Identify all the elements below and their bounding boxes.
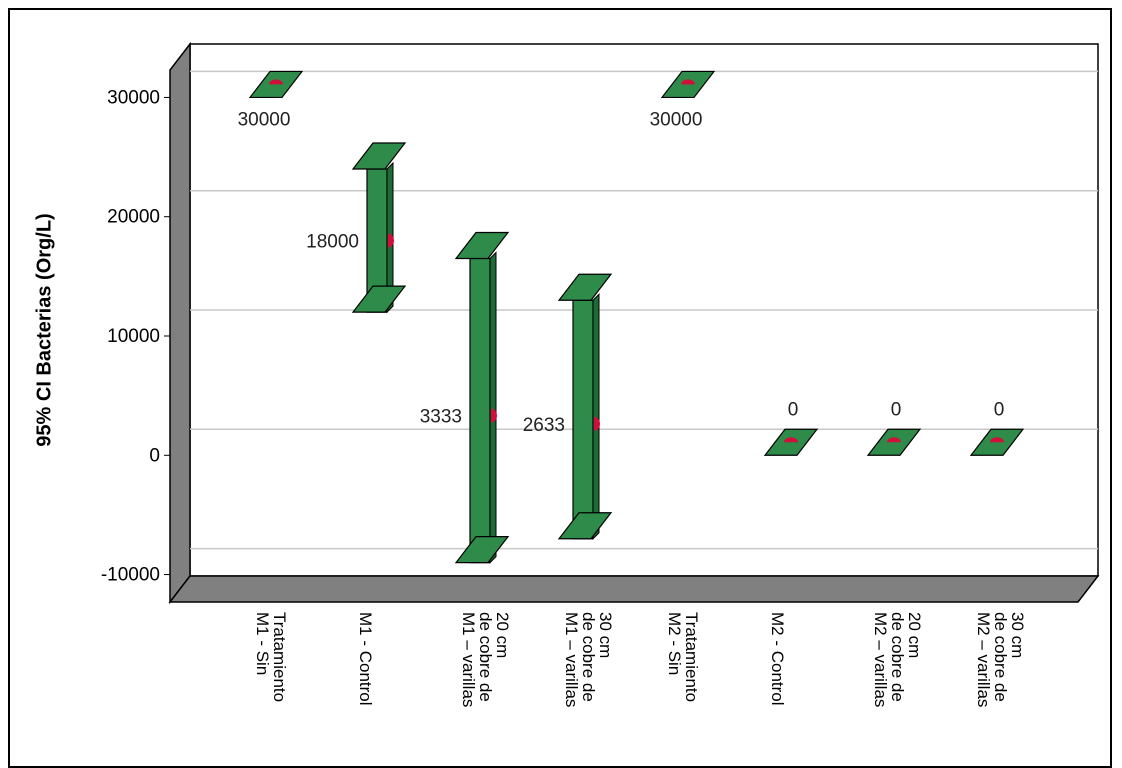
y-tick-label: 30000 — [107, 87, 160, 108]
mean-marker — [990, 437, 1004, 443]
value-label: 18000 — [306, 232, 359, 253]
mean-marker — [887, 437, 902, 443]
value-label: 0 — [788, 399, 799, 420]
x-category-label-line: de cobre de — [476, 612, 495, 702]
error-bar-upper-cap — [454, 231, 510, 260]
x-category-label-line: Tratamiento — [270, 612, 289, 702]
x-category-label-line: M1 - Control — [356, 612, 375, 706]
y-tick-label: -10000 — [101, 565, 160, 586]
error-bar-body — [469, 257, 491, 564]
plot-left-wall — [169, 41, 191, 605]
x-category-label-line: M2 – varillas — [974, 612, 993, 707]
mean-marker — [594, 416, 600, 431]
error-bar-upper-cap — [351, 142, 407, 170]
plot-floor — [168, 575, 1100, 603]
error-bar-body — [572, 299, 594, 540]
mean-marker — [388, 233, 395, 248]
value-label: 0 — [891, 399, 902, 420]
x-category-label-line: M1 – varillas — [459, 612, 478, 707]
error-bar-side — [489, 251, 497, 564]
value-label: 2633 — [523, 415, 565, 436]
x-category-label-line: de cobre de — [991, 612, 1010, 702]
value-label: 0 — [994, 399, 1005, 420]
x-category-label-line: M2 – varillas — [871, 612, 890, 707]
y-tick-label: 20000 — [107, 207, 160, 228]
mean-marker — [269, 79, 283, 85]
x-category-label-line: 30 cm — [1008, 612, 1027, 658]
value-label: 30000 — [650, 109, 703, 130]
mean-marker — [491, 408, 497, 423]
x-category-label-line: M2 - Control — [768, 612, 787, 706]
x-category-label: M1 - Control — [356, 612, 375, 706]
y-tick-label: 0 — [149, 445, 160, 466]
error-bar-lower-cap — [454, 536, 510, 564]
x-category-label-line: 20 cm — [493, 612, 512, 658]
x-category-label-line: 30 cm — [596, 612, 615, 658]
x-category-label-line: de cobre de — [579, 612, 598, 702]
value-label: 3333 — [420, 407, 462, 428]
error-bar-upper-cap — [557, 273, 613, 301]
mean-marker — [681, 79, 695, 85]
error-bar-lower-cap — [557, 512, 613, 540]
mean-marker — [784, 437, 798, 443]
x-category-label-line: 20 cm — [905, 612, 924, 658]
error-bar-lower-cap — [351, 285, 407, 313]
error-bar-side — [592, 293, 600, 540]
y-tick-label: 10000 — [107, 326, 160, 347]
x-category-label-line: M1 – varillas — [562, 612, 581, 707]
x-category-label-line: Tratamiento — [682, 612, 701, 702]
x-category-label-line: de cobre de — [888, 612, 907, 702]
x-category-label-line: M2 - Sin — [665, 612, 684, 675]
x-category-label-line: M1 - Sin — [253, 612, 272, 675]
x-category-label: M2 - Control — [768, 612, 787, 706]
value-label: 30000 — [238, 109, 291, 130]
